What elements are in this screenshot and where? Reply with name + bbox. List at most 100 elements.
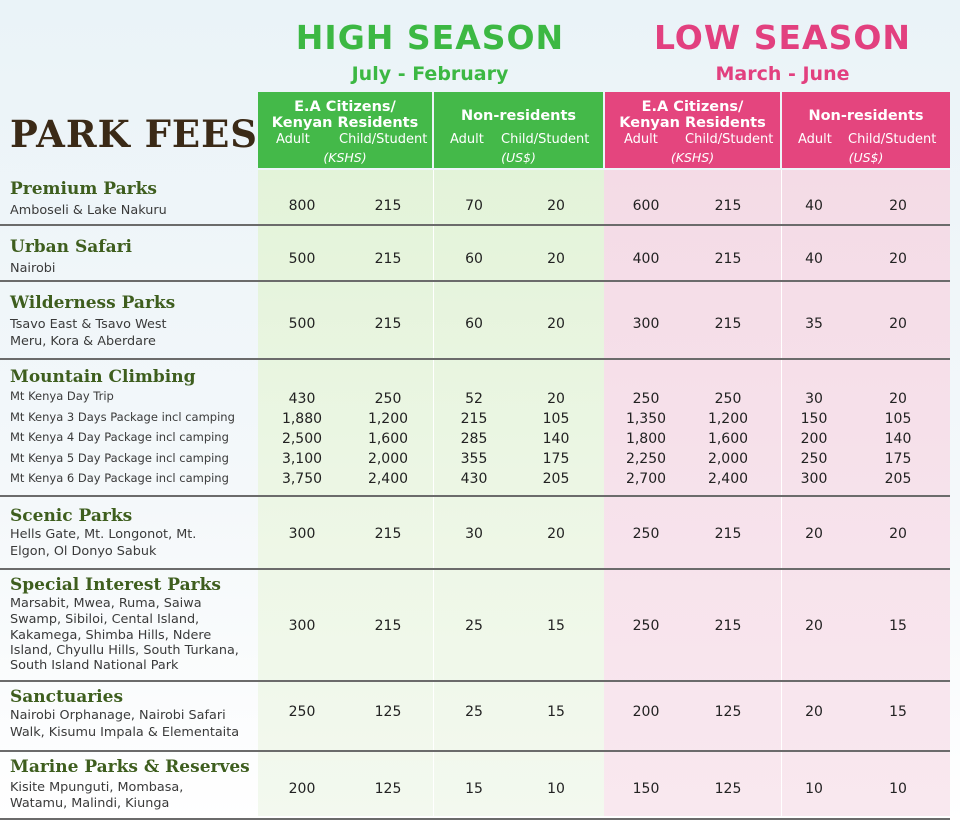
fee-value: 1,350 [625, 411, 667, 427]
section-desc: Kisite Mpunguti, Mombasa, [10, 780, 184, 795]
row-label: Mt Kenya 5 Day Package incl camping [10, 451, 229, 465]
low-season-column-bg [604, 170, 950, 816]
fee-value: 1,800 [625, 431, 667, 447]
header-label: Kenyan Residents [271, 115, 419, 131]
fee-value: 150 [800, 411, 828, 427]
header-label: Non-residents [460, 108, 577, 124]
fee-value: 2,400 [367, 471, 409, 487]
low-season-period: March - June [715, 63, 850, 85]
fee-value: 215 [374, 316, 402, 332]
fee-value: 15 [889, 618, 907, 634]
fee-value: 430 [460, 471, 488, 487]
fee-value: 20 [889, 251, 907, 267]
header-child: Child/Student [339, 132, 428, 147]
section-desc: Amboseli & Lake Nakuru [10, 203, 167, 218]
fee-value: 20 [547, 316, 565, 332]
section-title: Urban Safari [10, 237, 132, 257]
header-label: Non-residents [808, 108, 924, 124]
fee-value: 20 [805, 526, 823, 542]
fee-value: 300 [632, 316, 660, 332]
fee-value: 430 [288, 391, 316, 407]
fee-value: 300 [800, 471, 828, 487]
section-desc: Walk, Kisumu Impala & Elementaita [10, 725, 240, 740]
header-unit: (US$) [501, 150, 536, 165]
row-separator [0, 818, 950, 820]
header-label: Kenyan Residents [619, 115, 766, 131]
fee-value: 215 [714, 251, 742, 267]
section-desc: Meru, Kora & Aberdare [10, 334, 156, 349]
row-label: Mt Kenya 3 Days Package incl camping [10, 410, 235, 424]
fee-value: 200 [288, 781, 316, 797]
fee-value: 20 [547, 526, 565, 542]
fee-value: 3,750 [281, 471, 323, 487]
fee-value: 250 [632, 526, 660, 542]
fee-value: 15 [889, 704, 907, 720]
header-high-nonresidents: Non-residents Adult Child/Student (US$) [434, 92, 603, 168]
fee-value: 215 [374, 198, 402, 214]
fee-value: 250 [714, 391, 742, 407]
fee-value: 125 [374, 704, 402, 720]
fee-value: 215 [714, 618, 742, 634]
fee-value: 20 [889, 198, 907, 214]
fee-value: 20 [547, 251, 565, 267]
section-desc: Nairobi [10, 261, 56, 276]
fee-value: 1,600 [707, 431, 749, 447]
fee-value: 125 [374, 781, 402, 797]
page-title: PARK FEES [10, 112, 259, 156]
fee-value: 150 [632, 781, 660, 797]
fee-value: 105 [542, 411, 570, 427]
fee-value: 250 [632, 618, 660, 634]
fee-value: 500 [288, 316, 316, 332]
fee-value: 215 [460, 411, 488, 427]
fee-value: 30 [805, 391, 823, 407]
header-unit: (KSHS) [670, 150, 715, 165]
fee-value: 20 [805, 618, 823, 634]
section-title: Scenic Parks [10, 506, 133, 526]
header-low-citizens: E.A Citizens/ Kenyan Residents Adult Chil… [605, 92, 780, 168]
section-desc: Watamu, Malindi, Kiunga [10, 796, 170, 811]
fee-value: 125 [714, 781, 742, 797]
fee-value: 200 [632, 704, 660, 720]
fee-value: 200 [800, 431, 828, 447]
row-label: Mt Kenya Day Trip [10, 389, 114, 403]
fee-value: 250 [288, 704, 316, 720]
fee-value: 20 [889, 526, 907, 542]
fee-value: 215 [714, 316, 742, 332]
fee-value: 40 [805, 251, 823, 267]
divider [433, 170, 434, 816]
header-high-citizens: E.A Citizens/ Kenyan Residents Adult Chil… [258, 92, 432, 168]
fee-value: 20 [547, 198, 565, 214]
fee-value: 800 [288, 198, 316, 214]
fee-value: 35 [805, 316, 823, 332]
fee-value: 15 [465, 781, 483, 797]
fee-value: 285 [460, 431, 488, 447]
fee-value: 52 [465, 391, 483, 407]
section-title: Mountain Climbing [10, 367, 196, 387]
fee-value: 10 [805, 781, 823, 797]
fee-value: 30 [465, 526, 483, 542]
section-desc: Nairobi Orphanage, Nairobi Safari [10, 708, 226, 723]
fee-value: 70 [465, 198, 483, 214]
section-title: Special Interest Parks [10, 575, 221, 595]
section-desc: Marsabit, Mwea, Ruma, Saiwa [10, 596, 202, 611]
divider [781, 170, 782, 816]
row-separator [0, 680, 950, 682]
fee-value: 1,200 [367, 411, 409, 427]
low-season-title: LOW SEASON [653, 18, 912, 57]
row-separator [0, 358, 950, 360]
fee-value: 215 [714, 526, 742, 542]
section-desc: Elgon, Ol Donyo Sabuk [10, 544, 157, 559]
section-desc: Swamp, Sibiloi, Cental Island, [10, 612, 200, 627]
fee-value: 1,600 [367, 431, 409, 447]
fee-value: 205 [884, 471, 912, 487]
header-child: Child/Student [501, 132, 590, 147]
row-separator [0, 750, 950, 752]
fee-value: 25 [465, 704, 483, 720]
fee-value: 10 [547, 781, 565, 797]
section-desc: Tsavo East & Tsavo West [10, 317, 167, 332]
header-label: E.A Citizens/ [294, 99, 396, 115]
fee-value: 20 [889, 316, 907, 332]
row-label: Mt Kenya 4 Day Package incl camping [10, 430, 229, 444]
fee-value: 20 [547, 391, 565, 407]
fee-value: 125 [714, 704, 742, 720]
